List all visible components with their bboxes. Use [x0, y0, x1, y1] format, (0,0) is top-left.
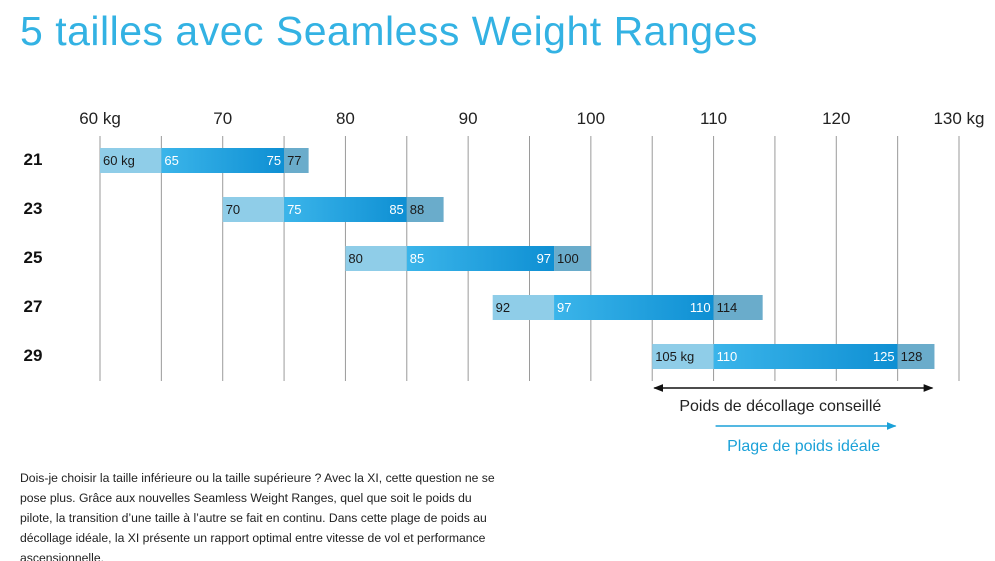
x-tick-label: 130 kg [933, 109, 984, 128]
legend: Poids de décollage conseillé Plage de poi… [653, 384, 934, 455]
takeoff-max-label: 100 [557, 251, 579, 266]
x-tick-label: 80 [336, 109, 355, 128]
takeoff-high-segment [284, 148, 309, 173]
x-tick-label: 120 [822, 109, 850, 128]
x-tick-label: 70 [213, 109, 232, 128]
ideal-max-label: 125 [873, 349, 895, 364]
takeoff-high-segment [897, 344, 935, 369]
takeoff-low-segment [652, 344, 714, 369]
description-text: Dois-je choisir la taille inférieure ou … [20, 471, 495, 561]
takeoff-low-segment [100, 148, 162, 173]
takeoff-max-label: 128 [901, 349, 923, 364]
takeoff-max-label: 77 [287, 153, 301, 168]
ideal-max-label: 85 [389, 202, 403, 217]
bar-row-29: 105 kg 110 125 128 [652, 344, 935, 369]
takeoff-high-segment [554, 246, 591, 271]
ideal-segment [713, 344, 898, 369]
takeoff-max-label: 88 [410, 202, 424, 217]
bar-row-23: 70 75 85 88 [222, 197, 444, 222]
ideal-segment [406, 246, 555, 271]
ideal-min-label: 65 [164, 153, 178, 168]
takeoff-min-label: 70 [226, 202, 240, 217]
x-tick-label: 100 [577, 109, 605, 128]
ideal-legend-label: Plage de poids idéale [727, 438, 880, 455]
takeoff-low-segment [222, 197, 285, 222]
ideal-max-label: 110 [690, 300, 711, 315]
ideal-min-label: 110 [717, 349, 738, 364]
takeoff-high-segment [406, 197, 444, 222]
size-label-21: 21 [24, 150, 43, 169]
ideal-min-label: 97 [557, 300, 571, 315]
takeoff-max-label: 114 [717, 300, 738, 315]
takeoff-legend-label: Poids de décollage conseillé [679, 398, 881, 415]
x-tick-label: 110 [700, 109, 727, 128]
size-label-29: 29 [24, 346, 43, 365]
bar-row-21: 60 kg 65 75 77 [100, 148, 309, 173]
size-label-25: 25 [24, 248, 43, 267]
ideal-segment [284, 197, 407, 222]
ideal-segment [161, 148, 285, 173]
weight-bars: 60 kg 65 75 77 70 75 85 88 80 85 97 100 92 97 110 114 10… [100, 148, 935, 369]
takeoff-min-label: 60 kg [103, 153, 135, 168]
page-title: 5 tailles avec Seamless Weight Ranges [20, 8, 758, 54]
ideal-max-label: 97 [537, 251, 551, 266]
takeoff-low-segment [492, 295, 555, 320]
takeoff-low-segment [345, 246, 407, 271]
bar-row-27: 92 97 110 114 [492, 295, 763, 320]
takeoff-min-label: 105 kg [655, 349, 694, 364]
size-labels: 21 23 25 27 29 [24, 150, 43, 365]
takeoff-high-segment [713, 295, 763, 320]
bar-row-25: 80 85 97 100 [345, 246, 591, 271]
ideal-segment [554, 295, 714, 320]
size-label-23: 23 [24, 199, 43, 218]
ideal-min-label: 75 [287, 202, 301, 217]
takeoff-min-label: 92 [496, 300, 510, 315]
x-tick-label: 60 kg [79, 109, 121, 128]
ideal-min-label: 85 [410, 251, 424, 266]
weight-range-chart: 60 kg 70 80 90 100 110 120 130 kg 60 kg 65 75 77 70… [24, 109, 985, 455]
size-label-27: 27 [24, 297, 43, 316]
takeoff-min-label: 80 [348, 251, 362, 266]
ideal-max-label: 75 [267, 153, 281, 168]
x-tick-label: 90 [459, 109, 478, 128]
x-axis-tick-labels: 60 kg 70 80 90 100 110 120 130 kg [79, 109, 984, 128]
